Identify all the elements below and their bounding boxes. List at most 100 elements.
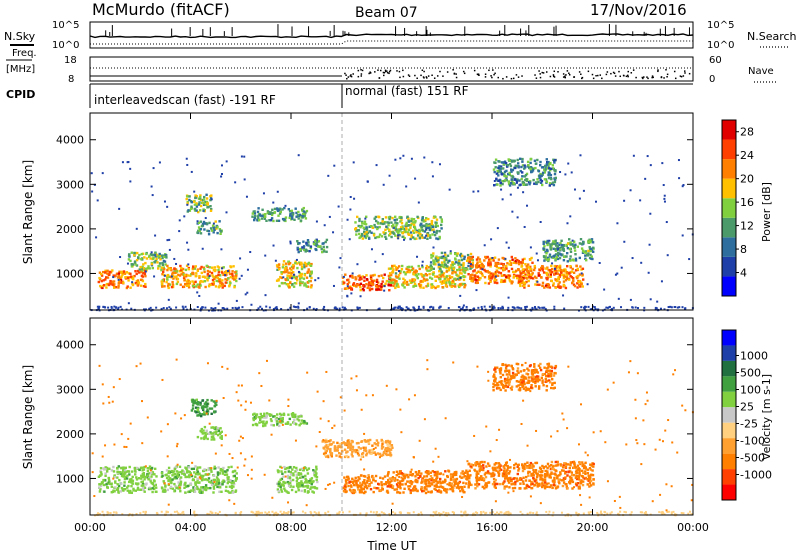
data-cell (553, 169, 555, 171)
data-cell (281, 473, 283, 475)
data-cell (397, 307, 399, 309)
data-cell (430, 254, 432, 256)
data-cell (161, 475, 163, 477)
data-cell (216, 226, 218, 228)
nave-dot (396, 70, 398, 72)
data-cell (123, 270, 125, 272)
data-cell (300, 262, 302, 264)
data-cell (412, 236, 414, 238)
data-cell (583, 307, 585, 309)
data-cell (500, 281, 502, 283)
data-cell (221, 469, 223, 471)
nave-dot (502, 78, 504, 80)
data-cell (283, 260, 285, 262)
data-cell (543, 245, 545, 247)
data-cell (289, 466, 291, 468)
data-cell (112, 466, 114, 468)
nave-dot (539, 73, 541, 75)
data-cell (418, 306, 420, 308)
data-cell (404, 273, 406, 275)
data-cell (551, 271, 553, 273)
data-cell (354, 228, 356, 230)
data-cell (229, 273, 231, 275)
data-cell (138, 271, 140, 273)
data-cell (118, 208, 120, 210)
data-cell (550, 174, 552, 176)
data-cell (232, 471, 234, 473)
data-cell (314, 248, 316, 250)
data-cell (445, 285, 447, 287)
data-cell (137, 279, 139, 281)
data-cell (389, 277, 391, 279)
data-cell (191, 201, 193, 203)
data-cell (496, 282, 498, 284)
data-cell (166, 477, 168, 479)
data-cell (323, 250, 325, 252)
data-cell (397, 237, 399, 239)
data-cell (395, 269, 397, 271)
data-cell (203, 198, 205, 200)
data-cell (131, 252, 133, 254)
data-cell (200, 437, 202, 439)
data-cell (588, 241, 590, 243)
nave-dot (358, 76, 360, 78)
data-cell (415, 231, 417, 233)
data-cell (448, 307, 450, 309)
data-cell (381, 439, 383, 441)
data-cell (358, 478, 360, 480)
data-cell (482, 274, 484, 276)
data-cell (557, 248, 559, 250)
data-cell (395, 275, 397, 277)
data-cell (213, 487, 215, 489)
data-cell (507, 511, 509, 513)
nave-dot (567, 70, 569, 72)
nave-dot (582, 77, 584, 79)
data-cell (147, 470, 149, 472)
data-cell (577, 268, 579, 270)
data-cell (417, 277, 419, 279)
data-cell (204, 432, 206, 434)
data-cell (108, 480, 110, 482)
data-cell (277, 191, 279, 193)
data-cell (495, 178, 497, 180)
nave-dot (386, 70, 388, 72)
data-cell (455, 274, 457, 276)
data-cell (304, 512, 306, 514)
data-cell (153, 479, 155, 481)
data-cell (161, 486, 163, 488)
nave-dot (431, 75, 433, 77)
data-cell (346, 295, 348, 297)
data-cell (471, 258, 473, 260)
data-cell (433, 231, 435, 233)
data-cell (398, 278, 400, 280)
data-cell (427, 285, 429, 287)
data-cell (587, 250, 589, 252)
nave-dot (626, 76, 628, 78)
data-cell (355, 477, 357, 479)
data-cell (493, 184, 495, 186)
data-cell (435, 232, 437, 234)
data-cell (308, 268, 310, 270)
data-cell (540, 221, 542, 223)
data-cell (494, 162, 496, 164)
data-cell (234, 181, 236, 183)
nave-dot (592, 74, 594, 76)
data-cell (223, 307, 225, 309)
data-cell (264, 424, 266, 426)
data-cell (358, 279, 360, 281)
data-cell (595, 201, 597, 203)
data-cell (549, 182, 551, 184)
data-cell (196, 478, 198, 480)
data-cell (608, 306, 610, 308)
data-cell (325, 241, 327, 243)
data-cell (370, 511, 372, 513)
data-cell (554, 268, 556, 270)
data-cell (529, 168, 531, 170)
data-cell (462, 262, 464, 264)
data-cell (266, 421, 268, 423)
data-cell (304, 262, 306, 264)
data-cell (502, 161, 504, 163)
data-cell (511, 211, 513, 213)
nave-dot (606, 74, 608, 76)
